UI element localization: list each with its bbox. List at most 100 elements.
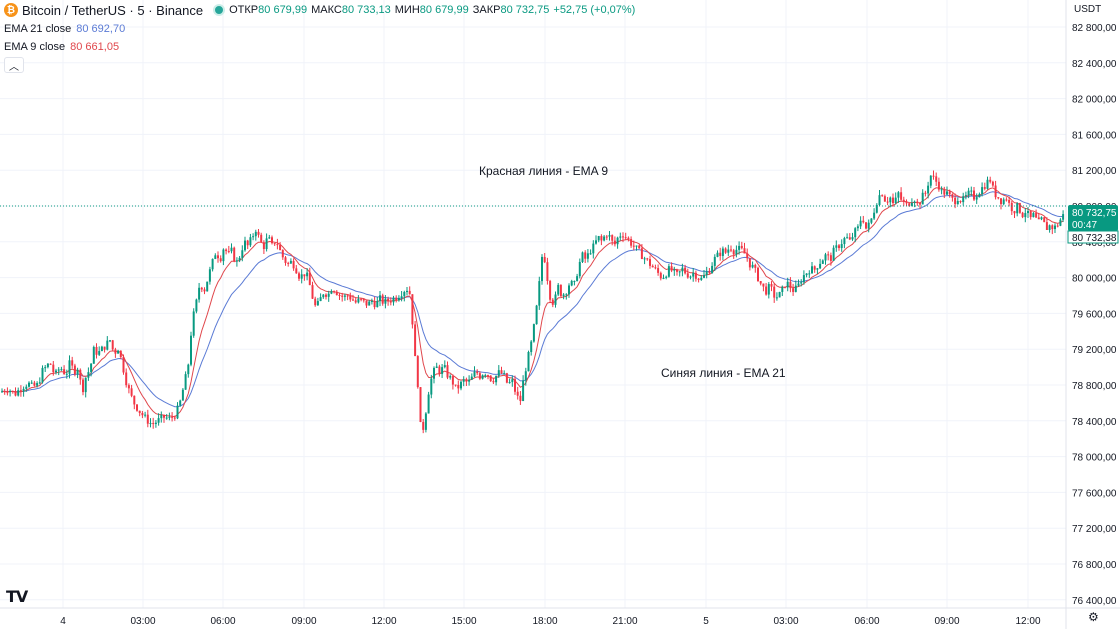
price-axis[interactable]: 82 800,00 82 400,00 82 000,00 81 600,00 81 2…	[1072, 23, 1117, 607]
candle-body	[103, 346, 106, 350]
candle-body	[22, 388, 25, 392]
candle-body	[522, 380, 525, 402]
candle-body	[859, 220, 862, 227]
candle-body	[300, 274, 303, 279]
candle-body	[967, 190, 970, 196]
candle-body	[562, 294, 565, 297]
candle-body	[781, 286, 784, 292]
candle-body	[632, 245, 635, 247]
indicator-ema21-value: 80 692,70	[76, 23, 126, 35]
candle-body	[481, 375, 484, 379]
candle-body	[489, 375, 492, 382]
candle-body	[292, 260, 295, 269]
candle-body	[133, 395, 136, 405]
candle-body	[244, 240, 246, 251]
candle-body	[373, 300, 376, 308]
currency-label[interactable]: USDT	[1074, 4, 1102, 15]
candle-body	[681, 267, 684, 272]
candle-body	[505, 373, 508, 383]
open-label: ОТКР	[229, 4, 259, 16]
candle-body	[708, 271, 711, 274]
candle-body	[978, 194, 981, 198]
candle-body	[959, 201, 962, 203]
price-tick-label: 82 800,00	[1072, 23, 1117, 34]
symbol-title[interactable]: Bitcoin / TetherUS · 5 · Binance	[22, 2, 204, 18]
candle-body	[511, 379, 514, 383]
candle-body	[357, 298, 360, 303]
candle-body	[281, 250, 284, 258]
price-tick-label: 82 400,00	[1072, 59, 1117, 70]
candle-body	[165, 417, 168, 419]
candle-body	[843, 238, 846, 245]
candle-body	[892, 197, 894, 204]
candle-body	[870, 218, 873, 223]
candle-body	[565, 294, 568, 296]
candle-body	[1010, 202, 1013, 212]
candle-body	[225, 249, 228, 252]
candle-body	[686, 273, 689, 278]
candle-body	[684, 267, 687, 274]
candle-body	[900, 192, 903, 200]
indicator-ema21[interactable]: EMA 21 close 80 692,70	[4, 23, 125, 35]
candle-body	[470, 376, 473, 380]
price-tick-label: 77 200,00	[1072, 524, 1117, 535]
candle-body	[265, 238, 268, 250]
candle-body	[1000, 198, 1002, 205]
chevron-up-icon[interactable]: ︿	[4, 57, 24, 73]
candle-body	[865, 222, 867, 229]
candle-body	[1002, 199, 1005, 205]
price-tick-label: 80 000,00	[1072, 274, 1117, 285]
candle-body	[136, 404, 138, 411]
indicator-ema9-value: 80 661,05	[70, 41, 120, 53]
candle-body	[314, 298, 317, 306]
candle-body	[851, 237, 854, 240]
candle-body	[500, 370, 503, 374]
candle-body	[419, 387, 422, 423]
candle-body	[943, 189, 946, 195]
candle-body	[306, 272, 309, 277]
candle-body	[187, 364, 190, 375]
ema9-path	[1, 187, 1064, 418]
candle-body	[173, 417, 176, 419]
candle-body	[589, 253, 592, 255]
low-label: МИН	[394, 4, 420, 16]
candle-body	[551, 299, 554, 305]
candle-body	[994, 185, 997, 198]
candle-body	[775, 297, 778, 299]
candle-body	[727, 249, 730, 253]
candle-body	[573, 280, 576, 282]
candle-body	[835, 245, 838, 248]
candle-body	[206, 281, 209, 292]
candle-body	[381, 295, 384, 304]
candle-body	[886, 201, 889, 203]
candle-body	[454, 384, 457, 386]
candle-body	[370, 300, 373, 302]
candle-body	[592, 243, 595, 254]
open-value: 80 679,99	[258, 4, 308, 16]
candle-body	[516, 391, 519, 396]
candle-body	[1029, 211, 1032, 218]
candle-body	[279, 245, 282, 251]
candle-body	[856, 226, 859, 229]
candle-body	[1024, 213, 1027, 218]
candle-body	[127, 385, 130, 389]
candle-body	[584, 252, 587, 259]
candle-body	[406, 290, 408, 293]
candle-body	[451, 376, 454, 385]
tradingview-logo[interactable]: TV	[6, 587, 28, 606]
time-axis[interactable]: 4 03:00 06:00 09:00 12:00 15:00 18:00 21:00 5 03:…	[60, 616, 1041, 627]
indicator-ema9[interactable]: EMA 9 close 80 661,05	[4, 41, 119, 53]
candle-body	[433, 367, 435, 379]
candle-body	[241, 250, 244, 258]
candle-body	[578, 261, 581, 277]
candle-body	[794, 285, 797, 292]
candle-body	[311, 285, 314, 299]
candle-body	[28, 382, 30, 387]
price-tick-label: 76 800,00	[1072, 560, 1117, 571]
candle-body	[325, 294, 327, 297]
candle-body	[981, 187, 984, 195]
settings-icon[interactable]: ⚙	[1088, 610, 1099, 624]
candle-body	[595, 240, 597, 244]
